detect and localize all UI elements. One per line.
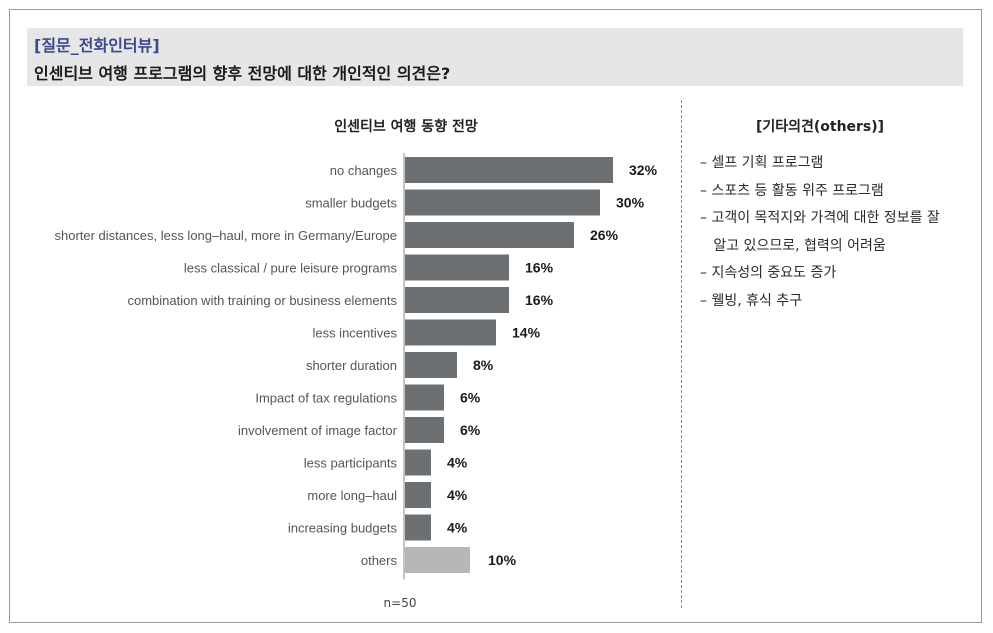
value-label: 30% — [616, 195, 645, 211]
question-text: 인센티브 여행 프로그램의 향후 전망에 대한 개인적인 의견은? — [34, 64, 451, 83]
bar — [405, 384, 444, 411]
category-label: less classical / pure leisure programs — [184, 261, 398, 276]
others-item: – 지속성의 중요도 증가 — [700, 265, 837, 281]
question-header: [질문_전화인터뷰] 인센티브 여행 프로그램의 향후 전망에 대한 개인적인 … — [27, 28, 963, 86]
value-label: 6% — [460, 422, 481, 438]
panel-divider — [681, 100, 682, 608]
others-item: – 고객이 목적지와 가격에 대한 정보를 잘 — [700, 210, 940, 226]
category-label: less incentives — [312, 326, 397, 341]
category-label: increasing budgets — [288, 521, 398, 536]
value-label: 4% — [447, 487, 468, 503]
figure-frame — [9, 9, 982, 623]
bar — [405, 189, 600, 216]
category-label: others — [361, 553, 398, 568]
value-label: 4% — [447, 455, 468, 471]
bar — [405, 254, 509, 281]
chart-title: 인센티브 여행 동향 전망 — [334, 119, 478, 135]
others-list: – 셀프 기획 프로그램 – 스포츠 등 활동 위주 프로그램 – 고객이 목적… — [700, 150, 960, 315]
bar — [405, 482, 431, 508]
value-label: 16% — [525, 292, 554, 308]
others-item: – 셀프 기획 프로그램 — [700, 155, 824, 171]
value-label: 16% — [525, 260, 554, 276]
others-item: – 웰빙, 휴식 추구 — [700, 292, 803, 309]
bar — [405, 287, 509, 313]
value-label: 8% — [473, 357, 494, 373]
bar — [405, 547, 470, 573]
category-label: Impact of tax regulations — [255, 391, 397, 406]
category-label: shorter duration — [306, 358, 397, 373]
bar — [405, 352, 457, 378]
bar — [405, 417, 444, 443]
others-item: 알고 있으므로, 협력의 어려움 — [700, 237, 886, 254]
category-label: combination with training or business el… — [127, 293, 397, 308]
value-label: 4% — [447, 520, 468, 536]
category-label: less participants — [304, 456, 398, 471]
others-title: [기타의견(others)] — [755, 119, 885, 135]
value-label: 10% — [488, 552, 517, 568]
bar — [405, 449, 431, 476]
bar — [405, 514, 431, 541]
category-label: involvement of image factor — [238, 423, 398, 438]
value-label: 14% — [512, 325, 541, 341]
bar — [405, 319, 496, 346]
category-label: more long–haul — [307, 488, 397, 503]
category-label: no changes — [330, 163, 398, 178]
value-label: 26% — [590, 227, 619, 243]
bar — [405, 157, 613, 183]
value-label: 6% — [460, 390, 481, 406]
interview-tag: [질문_전화인터뷰] — [34, 36, 160, 55]
bar — [405, 222, 574, 248]
category-label: smaller budgets — [305, 196, 397, 211]
category-label: shorter distances, less long–haul, more … — [54, 228, 397, 243]
others-item: – 스포츠 등 활동 위주 프로그램 — [700, 182, 884, 199]
value-label: 32% — [629, 162, 658, 178]
sample-size-note: n=50 — [383, 596, 417, 610]
